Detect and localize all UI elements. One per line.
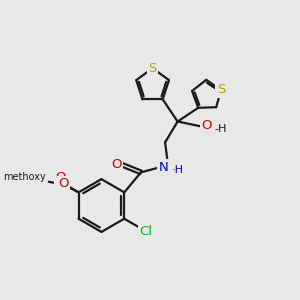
Text: N: N <box>159 161 169 174</box>
Text: O: O <box>56 171 66 184</box>
Text: Cl: Cl <box>139 225 152 238</box>
Text: ·H: ·H <box>172 165 184 175</box>
Text: methoxy: methoxy <box>3 172 46 182</box>
Text: -H: -H <box>215 124 227 134</box>
Text: O: O <box>58 177 69 190</box>
Text: S: S <box>217 83 225 96</box>
Text: S: S <box>148 62 157 75</box>
Text: O: O <box>111 158 122 170</box>
Text: O: O <box>201 119 212 132</box>
